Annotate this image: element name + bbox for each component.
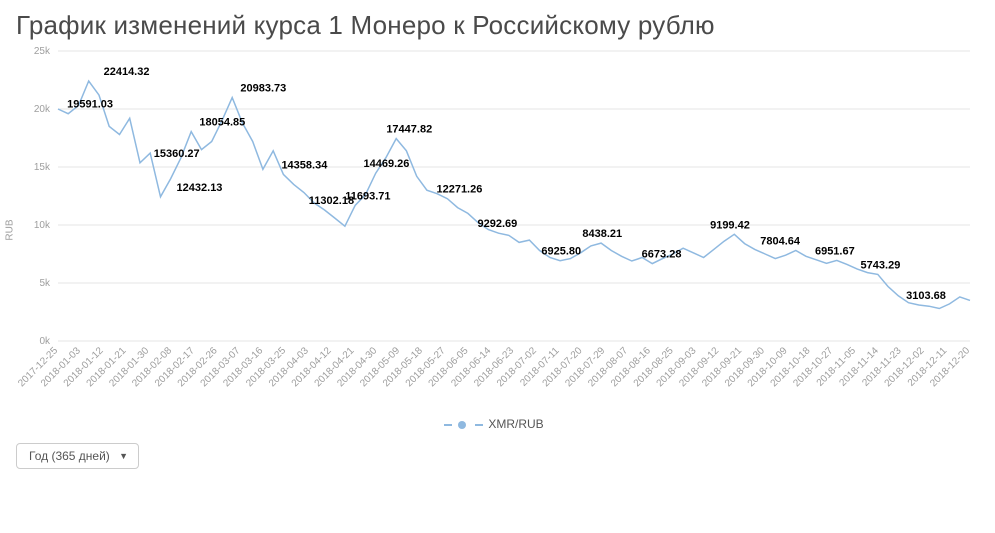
chart-annotation: 18054.85 — [199, 117, 245, 129]
chart-annotation: 8438.21 — [582, 228, 622, 240]
svg-text:0k: 0k — [39, 336, 51, 347]
line-chart-svg: 0k5k10k15k20k25k2017-12-252018-01-032018… — [16, 45, 976, 415]
svg-text:25k: 25k — [34, 46, 51, 57]
chart-annotation: 15360.27 — [154, 148, 200, 160]
svg-text:20k: 20k — [34, 104, 51, 115]
chart-annotation: 7804.64 — [760, 235, 801, 247]
legend-marker — [458, 421, 466, 429]
chevron-down-icon: ▼ — [119, 452, 128, 461]
svg-text:10k: 10k — [34, 220, 51, 231]
chart-annotation: 14469.26 — [364, 158, 410, 170]
legend-line — [475, 424, 483, 426]
legend: XMR/RUB — [14, 417, 974, 431]
chart-annotation: 22414.32 — [104, 66, 150, 78]
chart-annotation: 6951.67 — [815, 245, 855, 257]
page-title: График изменений курса 1 Монеро к Россий… — [16, 10, 981, 41]
chart-annotation: 9292.69 — [478, 218, 518, 230]
range-select-button[interactable]: Год (365 дней) ▼ — [16, 443, 139, 469]
page-wrap: График изменений курса 1 Монеро к Россий… — [0, 0, 995, 533]
y-axis-label: RUB — [5, 219, 16, 240]
svg-text:15k: 15k — [34, 162, 51, 173]
chart-annotation: 5743.29 — [861, 259, 901, 271]
chart-annotation: 19591.03 — [67, 99, 113, 111]
svg-text:5k: 5k — [39, 278, 51, 289]
range-select-label: Год (365 дней) — [29, 449, 110, 463]
legend-line — [444, 424, 452, 426]
chart-annotation: 6673.28 — [642, 249, 682, 261]
chart-area: RUB 0k5k10k15k20k25k2017-12-252018-01-03… — [16, 45, 976, 415]
legend-label: XMR/RUB — [488, 417, 543, 431]
chart-annotation: 12271.26 — [436, 184, 482, 196]
chart-annotation: 12432.13 — [177, 182, 223, 194]
chart-annotation: 11693.71 — [345, 190, 390, 202]
chart-annotation: 14358.34 — [281, 159, 328, 171]
chart-annotation: 6925.80 — [541, 246, 581, 258]
chart-annotation: 20983.73 — [240, 83, 286, 95]
chart-annotation: 9199.42 — [710, 219, 750, 231]
chart-annotation: 3103.68 — [906, 290, 946, 302]
chart-annotation: 17447.82 — [386, 124, 432, 136]
